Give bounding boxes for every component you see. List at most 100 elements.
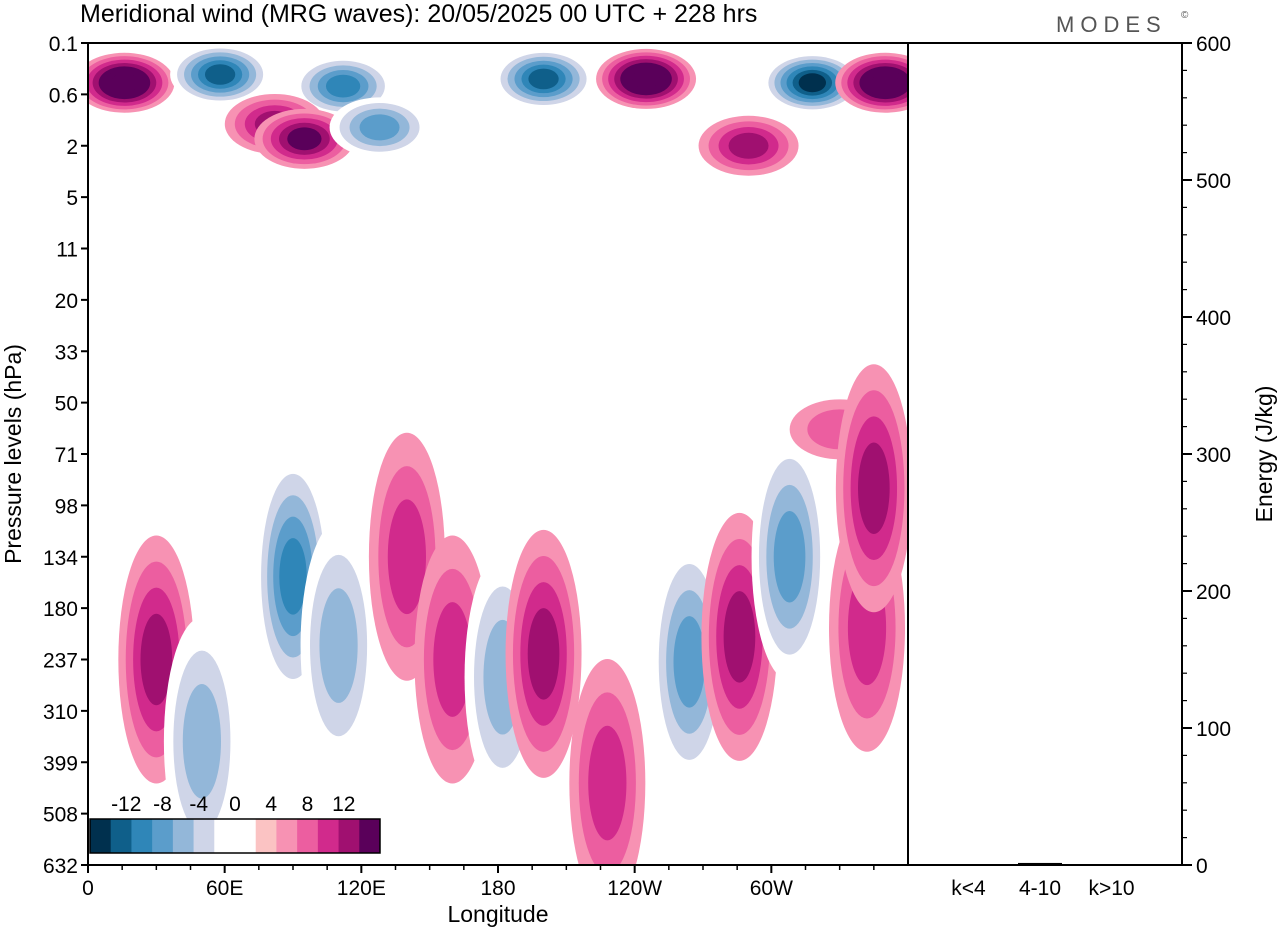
energy-tick-label: 400 [1196,307,1231,330]
colorbar-tick-label: 0 [229,793,241,816]
contour-blob [835,52,908,113]
contour-level [359,114,400,141]
contour-level [140,613,173,706]
colorbar-tick-label: -12 [111,793,141,816]
x-tick-label: 60W [750,877,793,900]
energy-bar [946,864,991,866]
energy-tick-label: 200 [1196,581,1231,604]
chart-title: Meridional wind (MRG waves): 20/05/2025 … [80,0,757,28]
x-tick-label: 180 [480,877,515,900]
y-tick-label: 2 [66,136,78,159]
y-tick-label: 134 [43,547,78,570]
contour-blob [751,432,828,681]
colorbar-swatch [193,819,215,853]
energy-category-labels: k<4 4-10 k>10 [951,877,1134,900]
colorbar-swatch [131,819,153,853]
energy-tick-label: 500 [1196,170,1231,193]
y-tick-label: 180 [43,598,78,621]
energy-tick-label: 300 [1196,444,1231,467]
contour-level [858,442,890,534]
x-tick-label: 0 [82,877,94,900]
colorbar-tick-label: -8 [153,793,172,816]
contour-blob [762,52,863,113]
colorbar-swatch [110,819,132,853]
y-tick-label: 5 [66,187,78,210]
contour-level [673,616,706,708]
contour-level [632,69,660,89]
colorbar-swatch [152,819,174,853]
energy-bar [1018,862,1062,865]
contour-level [182,683,221,799]
colorbar-tick-label: 8 [302,793,314,816]
contour-level [110,73,139,93]
y-tick-label: 237 [43,650,78,673]
modes-logo: MODES [1056,12,1167,37]
energy-panel: 0 100 200 300 400 500 600 k<4 4-10 k>10 Energy (… [907,33,1277,900]
heatmap-panel: 0 60E 120E 180 120W 60W 0.1 0.6 2 5 11 20 33 50 71 98 1… [0,33,909,927]
x-tick-label: 120W [607,877,662,900]
y-tick-label: 0.1 [49,33,78,56]
contour-level [527,608,560,700]
colorbar-swatch [255,819,277,853]
contour-fields [88,44,908,865]
x-axis-label: Longitude [447,901,548,927]
contour-blob [596,48,697,109]
x-tick-label: 60E [206,877,243,900]
y-axis-ticks: 0.1 0.6 2 5 11 20 33 50 71 98 134 180 237 310 399 508 63… [43,33,88,878]
y-tick-label: 11 [56,239,78,262]
contour-level [588,725,627,841]
colorbar-swatch [90,819,112,853]
y-axis-label: Pressure levels (hPa) [0,344,26,564]
contour-blob [163,617,240,865]
colorbar-swatch [359,819,381,853]
colorbar-swatch [172,819,195,853]
colorbar-swatch [276,819,298,853]
contour-blob [505,529,582,778]
colorbar-swatch [235,819,257,853]
energy-tick-label: 600 [1196,33,1231,56]
contour-blob [493,48,594,109]
y-tick-label: 20 [55,290,78,313]
energy-frame [907,42,1183,866]
y-tick-label: 33 [55,341,78,364]
contour-level [798,73,827,93]
energy-axis-label: Energy (J/kg) [1251,386,1277,523]
colorbar-tick-label: 4 [265,793,277,816]
contour-level [773,511,806,603]
y-tick-label: 310 [43,701,78,724]
energy-category-label: k>10 [1088,877,1134,900]
colorbar-frame [89,818,381,854]
y-tick-label: 0.6 [49,84,78,107]
contour-level [204,64,236,85]
contour-blob [300,521,377,770]
colorbar-swatch [214,819,236,853]
contour-level [279,538,307,615]
energy-tick-label: 100 [1196,718,1231,741]
contour-blob [835,364,908,613]
energy-y-ticks: 0 100 200 300 400 500 600 [1182,33,1231,878]
y-tick-label: 399 [43,752,78,775]
y-tick-label: 50 [55,393,78,416]
colorbar-tick-label: -4 [189,793,208,816]
contour-level [728,132,769,159]
contour-level [871,73,899,93]
contour-level [528,68,559,90]
contour-level [387,499,426,615]
contour-blob [88,52,175,113]
y-tick-label: 508 [43,804,78,827]
energy-category-label: 4-10 [1019,877,1061,900]
x-axis-ticks: 0 60E 120E 180 120W 60W [82,865,875,900]
energy-bar [1089,864,1134,866]
contour-blob [170,44,271,105]
contour-level [287,127,322,151]
contour-blob [651,537,728,786]
colorbar-swatch [297,819,319,853]
energy-tick-label: 0 [1196,855,1208,878]
colorbar: -12 -8 -4 0 4 8 12 [89,793,381,854]
colorbar-tick-label: 12 [332,793,355,816]
contour-blob [329,97,430,158]
colorbar-swatch [317,819,340,853]
contour-level [319,588,358,703]
colorbar-swatch [338,819,360,853]
